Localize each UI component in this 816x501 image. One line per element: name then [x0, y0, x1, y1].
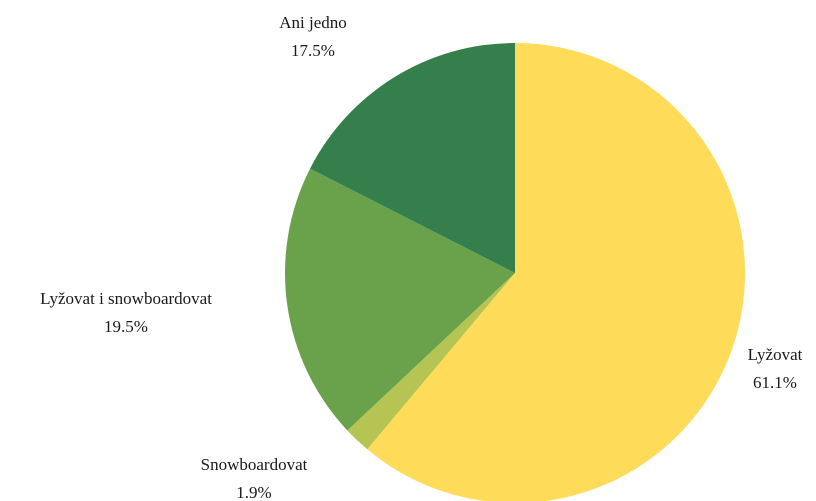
- pie-slice: [347, 273, 515, 450]
- pie-slice: [310, 43, 515, 273]
- slice-value-label: 1.9%: [236, 483, 271, 501]
- slice-value-label: 61.1%: [753, 373, 797, 392]
- slice-category-label: Snowboardovat: [201, 455, 308, 474]
- pie-slice: [367, 43, 745, 501]
- slice-category-label: Ani jedno: [279, 13, 347, 32]
- pie-slice: [285, 168, 515, 431]
- slice-category-label: Lyžovat: [748, 345, 803, 364]
- slice-value-label: 19.5%: [104, 317, 148, 336]
- slice-value-label: 17.5%: [291, 41, 335, 60]
- slice-category-label: Lyžovat i snowboardovat: [40, 289, 212, 308]
